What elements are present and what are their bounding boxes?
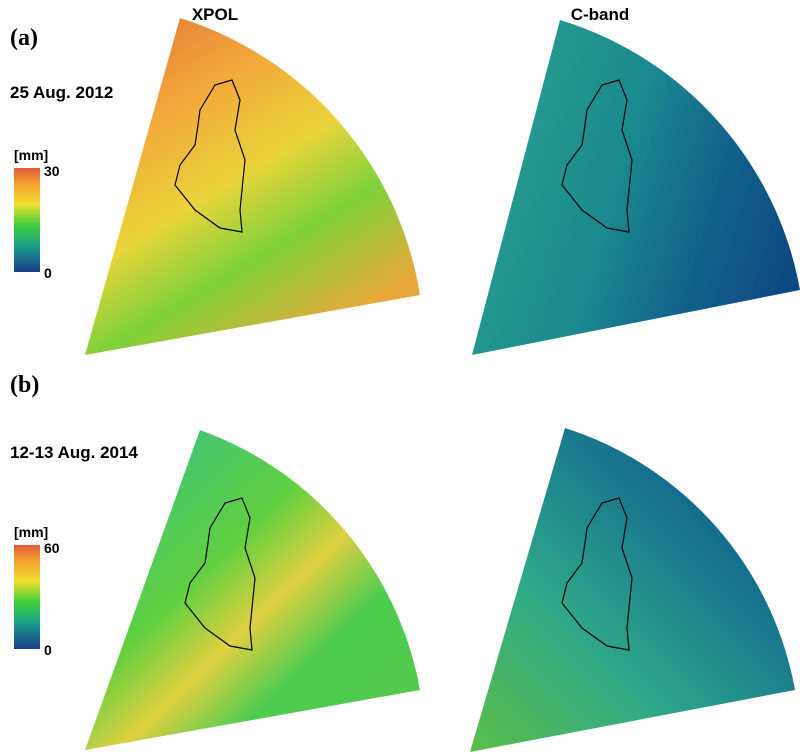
colorbar-unit: [mm] <box>14 147 48 163</box>
colorbar <box>14 545 40 649</box>
panel-date: 12-13 Aug. 2014 <box>10 443 138 462</box>
colorbar-min: 0 <box>44 265 52 281</box>
radar-sector <box>85 18 420 355</box>
panel-date: 25 Aug. 2012 <box>10 83 113 102</box>
radar-sector <box>472 20 800 355</box>
column-title: C-band <box>571 5 630 24</box>
colorbar-unit: [mm] <box>14 524 48 540</box>
panel-label: (a) <box>10 25 38 51</box>
radar-sector <box>85 430 420 750</box>
colorbar <box>14 168 40 272</box>
column-title: XPOL <box>192 5 238 24</box>
panel-label: (b) <box>10 372 39 398</box>
colorbar-max: 30 <box>44 163 60 179</box>
colorbar-max: 60 <box>44 540 60 556</box>
figure: XPOL C-band (a) 25 Aug. 2012 [mm] 30 0 (… <box>0 0 800 754</box>
radar-sector <box>470 428 795 752</box>
colorbar-min: 0 <box>44 642 52 658</box>
